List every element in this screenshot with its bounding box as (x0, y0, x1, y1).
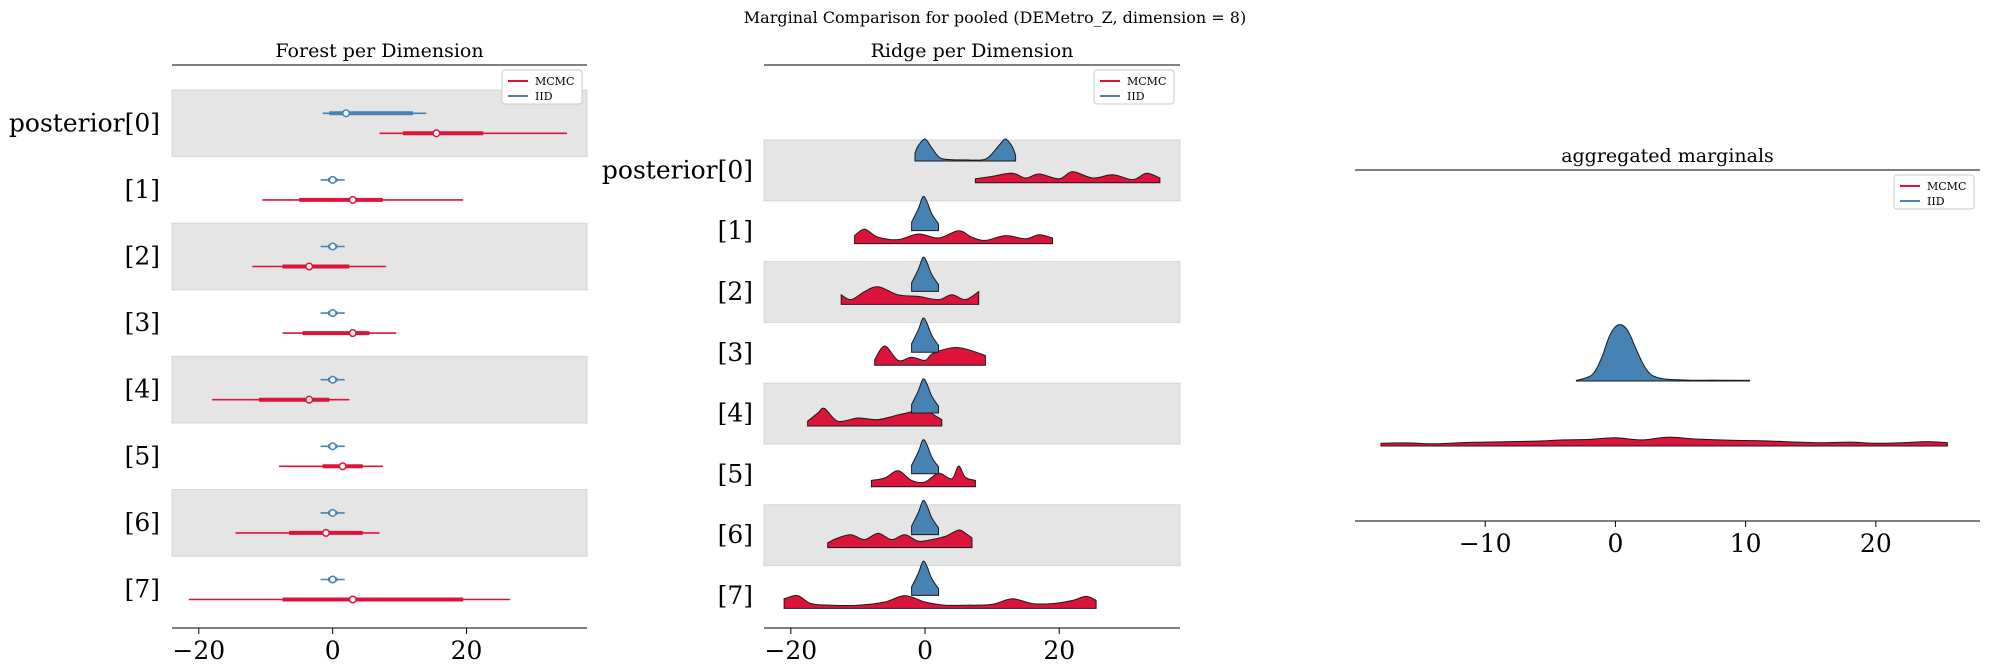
x-tick-label: 20 (1043, 636, 1075, 665)
y-label: [7] (125, 575, 160, 604)
ridge-panel: Ridge per Dimension posterior[0] [1] [2] [3]… (602, 40, 1181, 665)
iid-median-point (328, 375, 337, 384)
x-tick-label: 0 (325, 636, 341, 665)
aggregated-panel: aggregated marginals MCMC IID −10 0 10 20 (1355, 145, 1980, 558)
row-band (171, 355, 588, 424)
iid-median-point (328, 508, 337, 517)
y-label: [2] (125, 242, 160, 271)
iid-median-point (328, 442, 337, 451)
mcmc-median-point (432, 129, 441, 138)
row-band (763, 139, 1181, 202)
legend-label-mcmc: MCMC (1127, 75, 1166, 88)
mcmc-ridge (854, 228, 1053, 245)
x-tick-label: 20 (1860, 529, 1892, 558)
iid-ridge (911, 195, 939, 232)
y-label: [3] (125, 308, 160, 337)
y-label: [3] (718, 338, 753, 367)
x-tick-label: −20 (764, 636, 817, 665)
iid-ridge (911, 378, 939, 414)
x-tick-label: 20 (451, 636, 483, 665)
mcmc-ridge (870, 465, 976, 488)
row-band (763, 261, 1181, 323)
mcmc-ridge (874, 345, 986, 366)
panel-title: aggregated marginals (1561, 145, 1774, 167)
x-tick-label: 0 (917, 636, 933, 665)
iid-ridge (911, 560, 939, 596)
x-tick-label: −10 (1459, 529, 1512, 558)
iid-ridge (914, 138, 1017, 162)
y-label: posterior[0] (602, 155, 753, 184)
legend-label-iid: IID (1127, 90, 1145, 103)
y-label: [6] (125, 508, 160, 537)
row-band (763, 504, 1181, 567)
iid-ridge (911, 317, 939, 353)
iid-median-point (328, 309, 337, 318)
mcmc-ridge (840, 286, 980, 305)
y-label: [1] (125, 175, 160, 204)
x-tick-label: −20 (172, 636, 225, 665)
y-label: [2] (718, 277, 753, 306)
row-band (171, 222, 588, 291)
mcmc-aggregated-density (1380, 436, 1948, 447)
mcmc-median-point (348, 329, 357, 338)
row-band (171, 489, 588, 557)
mcmc-ridge (827, 529, 973, 549)
iid-ridge (911, 256, 939, 292)
legend-label-mcmc: MCMC (1927, 180, 1966, 193)
legend-label-mcmc: MCMC (535, 75, 574, 88)
forest-panel: Forest per Dimension posterior[0] [1] [2] [3… (9, 40, 588, 665)
iid-median-point (341, 109, 351, 118)
y-label: [1] (718, 216, 753, 245)
y-label: [5] (718, 459, 753, 488)
y-label: [6] (718, 520, 753, 549)
iid-ridge (911, 439, 939, 475)
iid-median-point (328, 175, 337, 184)
mcmc-median-point (338, 462, 347, 471)
legend-label-iid: IID (535, 90, 553, 103)
y-label: [7] (718, 581, 753, 610)
y-label: posterior[0] (9, 108, 160, 137)
y-label: [4] (125, 375, 160, 404)
mcmc-median-point (321, 528, 331, 537)
y-label: [4] (718, 399, 753, 428)
panel-title: Ridge per Dimension (871, 40, 1074, 62)
iid-median-point (328, 242, 337, 251)
mcmc-median-point (305, 262, 314, 271)
iid-median-point (328, 575, 337, 584)
legend-label-iid: IID (1927, 195, 1945, 208)
mcmc-ridge (974, 171, 1161, 184)
row-band (763, 382, 1181, 445)
x-tick-label: 10 (1730, 529, 1762, 558)
mcmc-median-point (305, 395, 314, 404)
panel-title: Forest per Dimension (275, 40, 483, 62)
figure-suptitle: Marginal Comparison for pooled (DEMetro_… (744, 8, 1246, 27)
x-tick-label: 0 (1607, 529, 1623, 558)
iid-aggregated-density (1575, 324, 1750, 382)
mcmc-ridge (783, 594, 1097, 609)
mcmc-median-point (348, 195, 357, 204)
mcmc-median-point (348, 595, 357, 604)
iid-ridge (911, 499, 939, 536)
y-label: [5] (125, 441, 160, 470)
